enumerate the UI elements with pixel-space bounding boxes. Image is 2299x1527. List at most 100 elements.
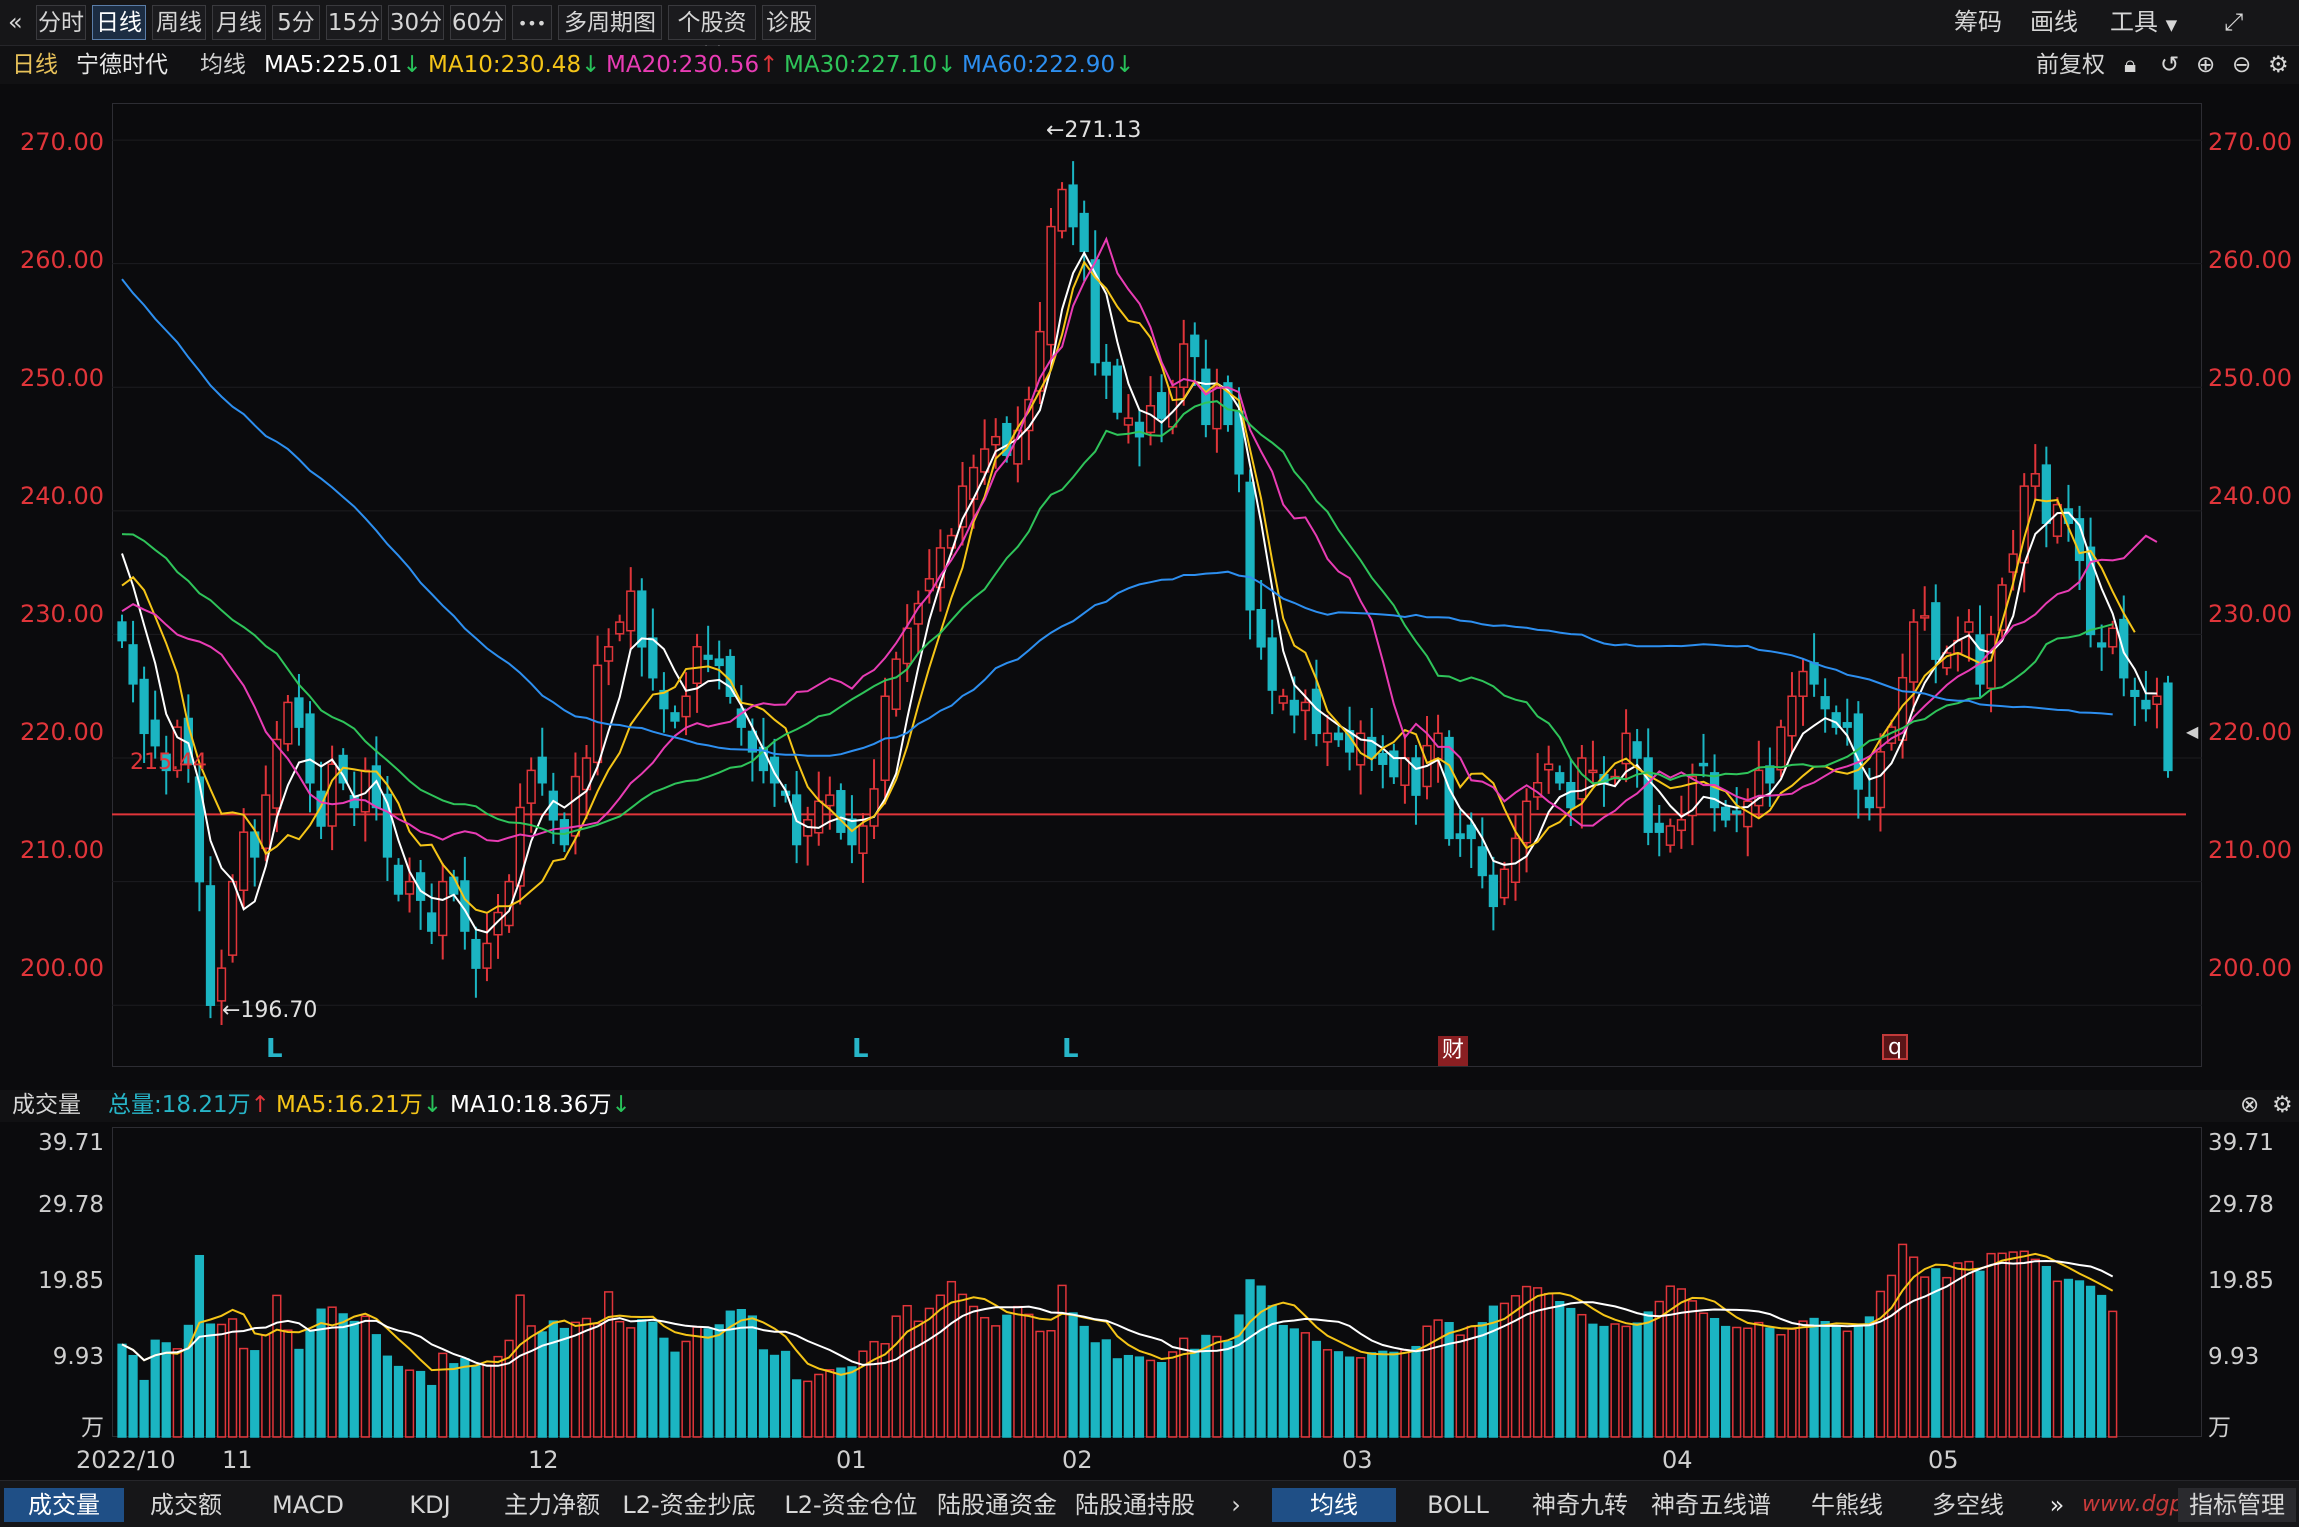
candle-body [1289,699,1299,716]
volume-bar [1864,1316,1875,1438]
volume-bar [1444,1322,1454,1438]
tab-nine-turns[interactable]: 神奇九转 [1532,1491,1628,1519]
volume-bar [227,1318,238,1438]
adjust-mode[interactable]: 前复权 [2036,52,2105,78]
diagnose-button[interactable]: 诊股 [762,5,816,40]
zoom-out-icon[interactable]: ⊖ [2232,52,2252,78]
quarterly-report-marker[interactable]: q [1882,1034,1908,1060]
volume-bar [537,1331,547,1438]
arrow-down-icon: ↓ [422,1092,443,1118]
axis-tick: 250.00 [2208,364,2292,392]
candle-body [1875,751,1886,809]
zoom-in-icon[interactable]: ⊕ [2196,52,2216,78]
lock-icon[interactable]: 🔒︎ [2124,52,2137,78]
ma-toggle[interactable]: 均线 [200,52,246,78]
tab-15min[interactable]: 15分 [326,5,382,40]
tab-turnover[interactable]: 成交额 [150,1491,222,1519]
event-marker-l[interactable]: L [266,1034,283,1064]
tab-volume[interactable]: 成交量 [4,1488,124,1522]
tab-daily[interactable]: 日线 [92,5,146,40]
volume-chart[interactable] [0,1122,2299,1452]
tab-kdj[interactable]: KDJ [409,1491,451,1519]
candle-body [869,788,879,827]
volume-title: 成交量 [12,1092,81,1118]
tab-main-net[interactable]: 主力净额 [504,1491,600,1519]
candle-body [1201,368,1211,426]
axis-tick: 230.00 [2208,600,2292,628]
tab-30min[interactable]: 30分 [388,5,444,40]
candle-body [117,621,127,642]
tools-dropdown[interactable]: 工具 ▼ [2110,5,2177,40]
tab-boll[interactable]: BOLL [1427,1491,1489,1519]
candle-body [1787,695,1797,737]
expand-icon[interactable]: ⤢ [2224,8,2244,36]
volume-bar [2030,1258,2040,1438]
tab-bull-bear[interactable]: 牛熊线 [1811,1491,1883,1519]
volume-bar [1234,1314,1244,1438]
volume-bar [1853,1323,1863,1438]
price-chart[interactable] [0,84,2299,1084]
double-chevron-right-icon[interactable]: » [2049,1491,2065,1519]
event-marker-l[interactable]: L [852,1034,869,1064]
price-chart-frame [112,103,2202,1067]
settings-icon[interactable]: ⚙ [2268,52,2289,78]
tab-intraday[interactable]: 分时 [36,5,86,40]
volume-bar [172,1348,182,1438]
axis-tick: 39.71 [38,1130,104,1156]
tab-hk-holdings[interactable]: 陆股通持股 [1075,1491,1195,1519]
draw-line-button[interactable]: 画线 [2030,8,2078,36]
earnings-marker[interactable]: 财 [1438,1036,1468,1066]
ma60-value: MA60:222.90↓ [962,50,1134,80]
stock-info-button[interactable]: 个股资料 [668,5,756,71]
period-label: 日线 [12,52,58,78]
tab-ma[interactable]: 均线 [1272,1488,1396,1522]
tab-macd[interactable]: MACD [272,1491,344,1519]
settings-icon[interactable]: ⚙ [2272,1092,2293,1118]
candle-body [2052,503,2063,537]
reference-line-label: 215.44 [130,750,207,775]
volume-bar [880,1343,890,1438]
volume-bar [1179,1337,1189,1438]
date-tick: 04 [1662,1446,1693,1474]
tab-5min[interactable]: 5分 [272,5,320,40]
candle-body [1776,726,1786,771]
tab-l2-bottom[interactable]: L2-资金抄底 [622,1491,756,1519]
volume-bar [393,1365,404,1438]
candle-body [161,753,171,772]
tab-long-short[interactable]: 多空线 [1932,1491,2004,1519]
candle-body [537,756,547,784]
tab-hk-capital[interactable]: 陆股通资金 [937,1491,1057,1519]
candle-body [1754,769,1764,807]
event-marker-l[interactable]: L [1062,1034,1079,1064]
volume-bar [471,1365,481,1438]
tab-60min[interactable]: 60分 [450,5,506,40]
ma10-label: MA10:230.48 [428,52,582,78]
more-button[interactable]: ••• [512,5,552,40]
stock-name: 宁德时代 [76,52,168,78]
double-chevron-left-icon[interactable]: « [8,8,23,36]
candle-body [1079,212,1089,253]
undo-icon[interactable]: ↺ [2160,52,2180,78]
ma10-value: MA10:230.48↓ [428,50,600,80]
tab-l2-position[interactable]: L2-资金仓位 [784,1491,918,1519]
volume-ma5: MA5:16.21万↓ [276,1090,442,1120]
volume-bar [2041,1265,2051,1438]
close-icon[interactable]: ⊗ [2240,1092,2260,1118]
candle-body [316,790,326,827]
date-tick: 11 [222,1446,253,1474]
volume-bar [1521,1285,1532,1438]
candle-body [1765,765,1775,784]
axis-tick: 29.78 [38,1192,104,1218]
volume-bar [1455,1334,1465,1438]
tab-monthly[interactable]: 月线 [212,5,266,40]
tab-five-lines[interactable]: 神奇五线谱 [1651,1491,1771,1519]
candle-body [592,664,603,764]
indicator-manage-button[interactable]: 指标管理 [2178,1488,2296,1522]
chevron-right-icon[interactable]: › [1231,1491,1241,1519]
volume-bar [2097,1294,2107,1438]
volume-bar [1466,1325,1476,1438]
multi-period-dropdown[interactable]: 多周期图 ▼ [558,5,662,69]
chips-button[interactable]: 筹码 [1954,8,2002,36]
tab-weekly[interactable]: 周线 [152,5,206,40]
volume-ma10: MA10:18.36万↓ [450,1090,631,1120]
